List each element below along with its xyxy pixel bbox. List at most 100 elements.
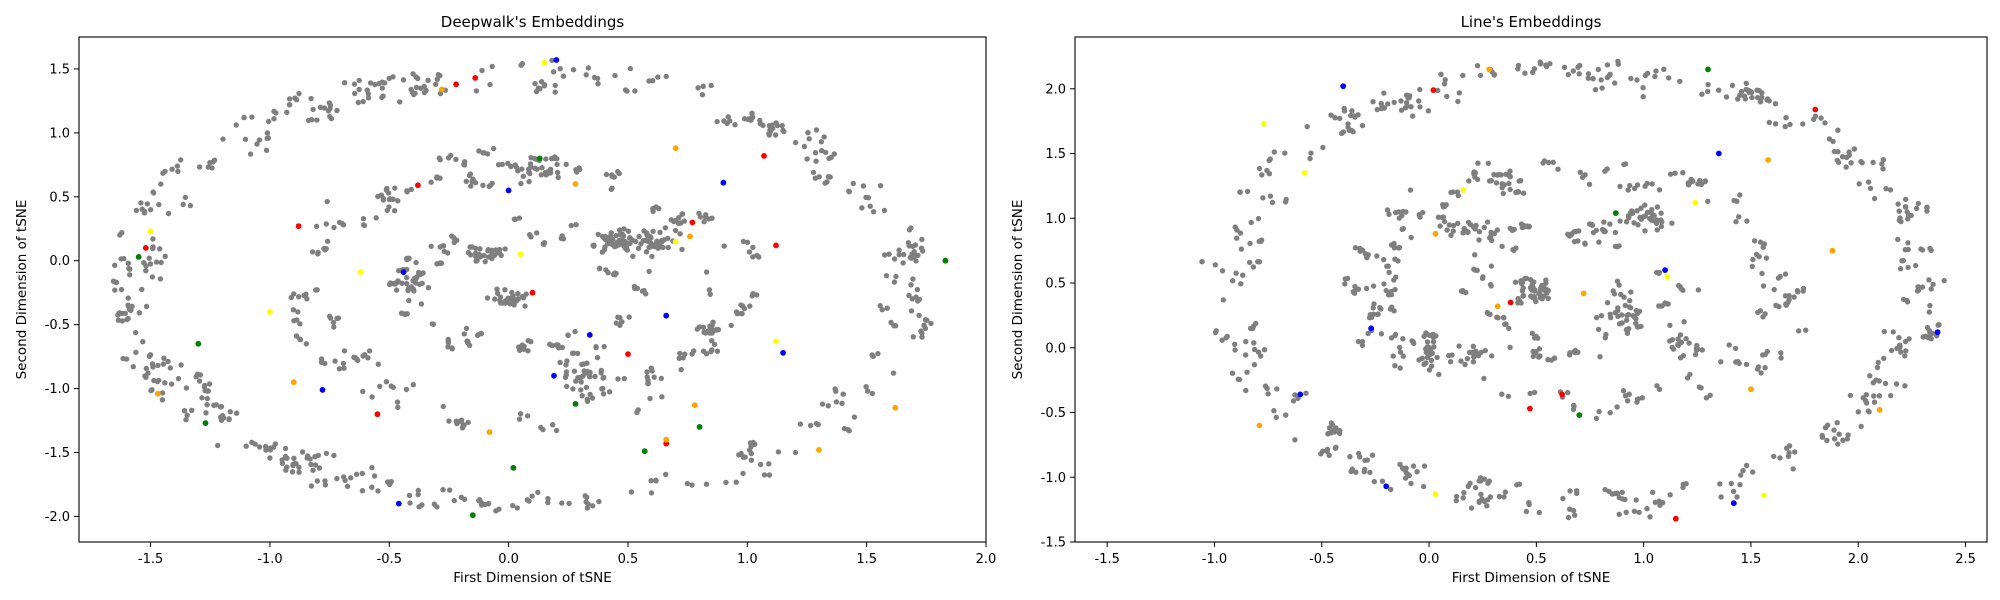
data-point [1635,222,1641,228]
data-point [1531,389,1538,396]
data-point [331,452,337,459]
data-point [593,344,599,351]
data-point [367,80,374,86]
data-point [1410,339,1416,345]
y-tick-label: -1.0 [45,382,70,397]
data-point [282,453,289,460]
data-point [1518,178,1524,184]
data-point [1212,262,1219,268]
data-point [1466,178,1472,184]
data-point [1681,319,1687,325]
data-point [1918,246,1924,252]
data-point [1456,90,1463,96]
data-point [1586,181,1593,187]
data-point [757,121,763,127]
data-point [1320,144,1326,151]
data-point [286,96,293,102]
data-point [1762,351,1769,358]
data-point [1743,361,1750,368]
data-point [1614,490,1621,496]
data-point [594,354,601,361]
data-point [374,411,381,418]
data-point [297,321,303,327]
data-point [433,81,439,88]
data-point [1467,480,1473,486]
data-point [582,493,588,499]
data-point [1830,138,1836,145]
data-point [336,219,343,226]
data-point [1392,331,1399,338]
data-point [1498,172,1504,178]
data-point [438,260,445,266]
data-point [545,495,551,502]
data-point [746,249,753,255]
data-point [371,473,378,479]
data-point [1582,241,1588,247]
data-point [369,464,375,471]
data-point [434,76,440,82]
data-point [621,375,627,382]
data-point [1402,475,1409,481]
data-point [410,382,416,388]
data-point [1677,332,1684,338]
data-point [1478,478,1484,484]
data-point [304,296,310,302]
data-point [1274,386,1280,392]
data-point [678,367,684,373]
data-point [1501,315,1507,321]
data-point [1905,240,1911,246]
data-point [336,366,343,372]
data-point [883,273,890,279]
data-point [1416,98,1422,104]
data-point [687,233,693,240]
data-point [599,386,605,392]
data-point [1460,72,1466,79]
data-point [425,77,431,84]
data-point [663,312,670,319]
data-point [740,238,747,245]
data-point [1792,449,1798,455]
data-point [403,386,410,393]
data-point [292,95,298,101]
data-point [445,336,451,343]
data-point [1458,358,1464,364]
data-point [541,59,548,66]
data-point [1644,506,1650,512]
data-point [1887,187,1894,193]
data-point [1370,283,1377,289]
data-point [509,289,515,296]
data-point [542,169,549,176]
data-point [415,491,421,498]
data-point [1219,268,1226,274]
data-point [1547,61,1553,67]
data-point [1776,304,1782,310]
data-point [1383,483,1390,490]
data-point [1219,337,1225,343]
data-point [877,183,884,189]
data-point [1273,414,1280,421]
data-point [1684,375,1691,381]
data-point [1718,494,1724,500]
data-point [413,280,419,286]
data-point [1596,408,1602,415]
data-point [1337,115,1343,122]
data-point [1670,346,1677,352]
data-point [1800,121,1806,127]
data-point [1686,340,1692,346]
data-point [1628,75,1634,82]
data-point [725,114,731,120]
data-point [1777,273,1783,280]
data-point [1644,70,1651,77]
data-point [267,447,274,453]
data-point [486,429,493,435]
data-point [1662,267,1668,273]
data-point [1499,181,1505,187]
data-point [1349,108,1355,114]
data-point [1625,311,1632,318]
data-point [1598,77,1604,83]
data-point [627,65,634,72]
data-point [440,487,446,493]
data-point [1570,68,1577,74]
data-point [706,287,713,293]
data-point [689,219,696,226]
